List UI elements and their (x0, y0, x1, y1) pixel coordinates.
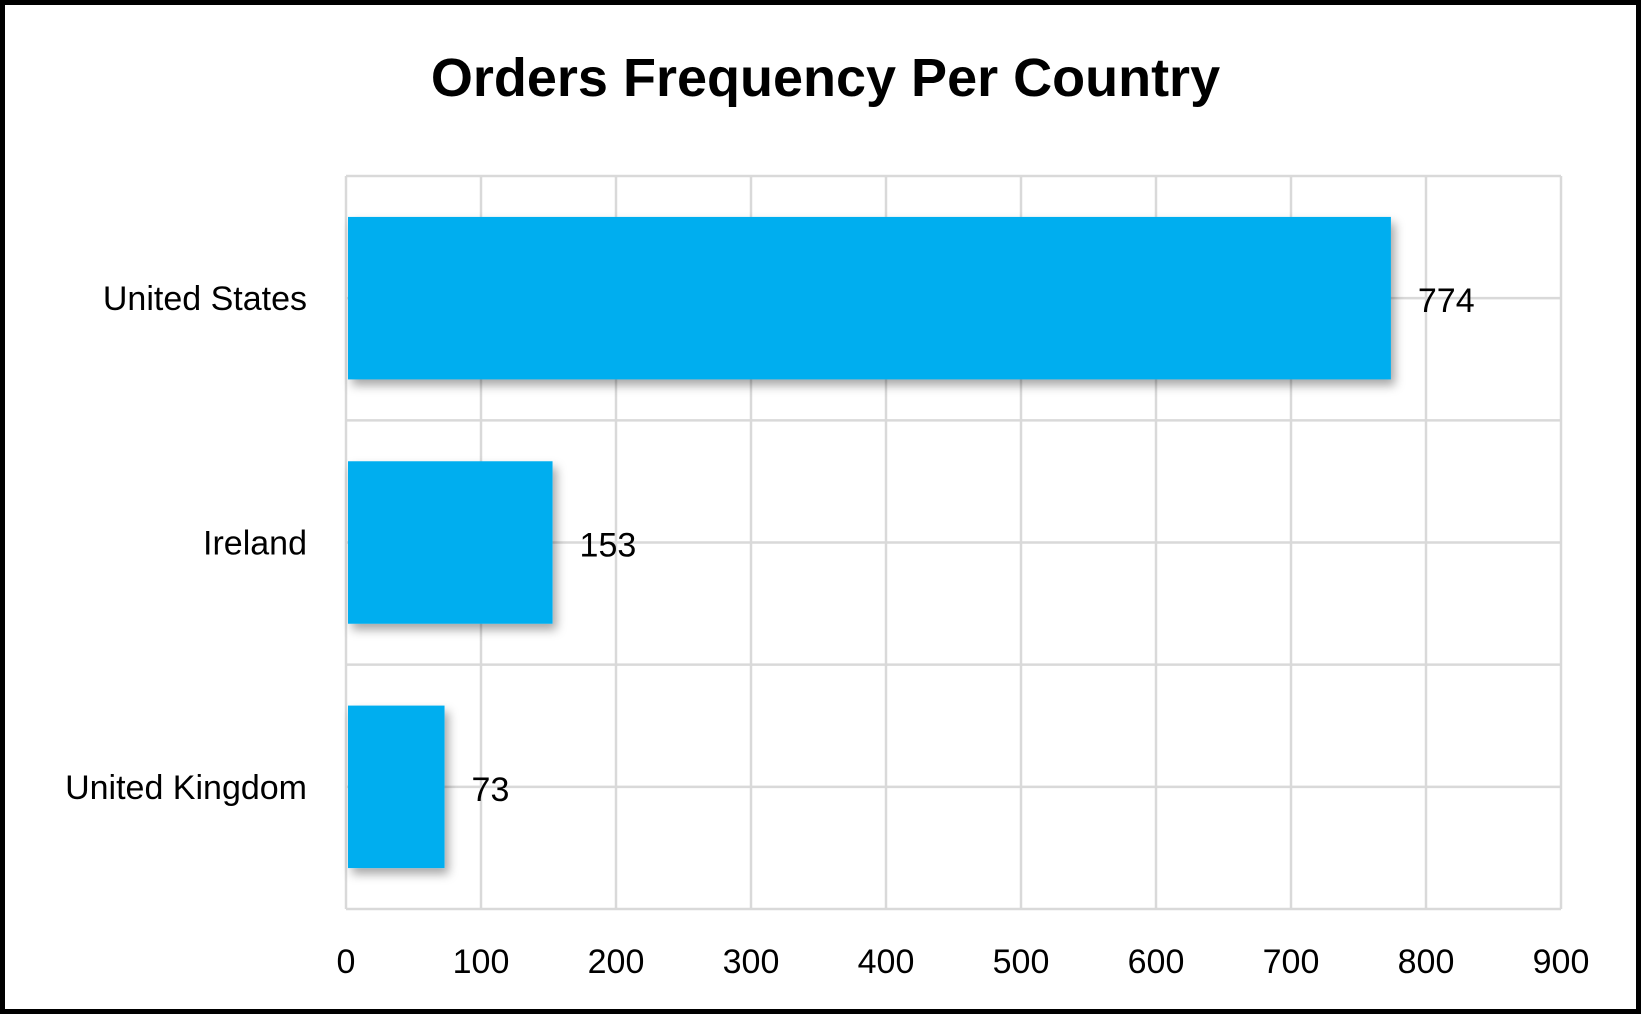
category-label: Ireland (203, 525, 307, 563)
bar-layer (348, 216, 1391, 869)
bar-chart: 0 100 200 300 400 500 600 700 800 900 United State… (65, 174, 1589, 981)
x-tick-label: 300 (723, 943, 780, 981)
data-label: 774 (1418, 282, 1475, 320)
data-label: 73 (472, 771, 510, 809)
label-layer: 0 100 200 300 400 500 600 700 800 900 United State… (65, 280, 1589, 981)
category-label: United States (103, 280, 307, 318)
bar-united-kingdom (348, 705, 445, 869)
bar-united-states (348, 216, 1391, 380)
x-tick-label: 100 (453, 943, 510, 981)
x-tick-label: 200 (588, 943, 645, 981)
x-tick-label: 800 (1398, 943, 1455, 981)
x-tick-label: 400 (858, 943, 915, 981)
x-tick-label: 600 (1128, 943, 1185, 981)
x-tick-label: 500 (993, 943, 1050, 981)
x-tick-label: 900 (1533, 943, 1590, 981)
bar-ireland (348, 461, 553, 624)
x-tick-label: 700 (1263, 943, 1320, 981)
chart-title: Orders Frequency Per Country (430, 48, 1221, 108)
data-label: 153 (580, 527, 637, 565)
x-tick-label: 0 (337, 943, 356, 981)
category-label: United Kingdom (65, 769, 307, 807)
